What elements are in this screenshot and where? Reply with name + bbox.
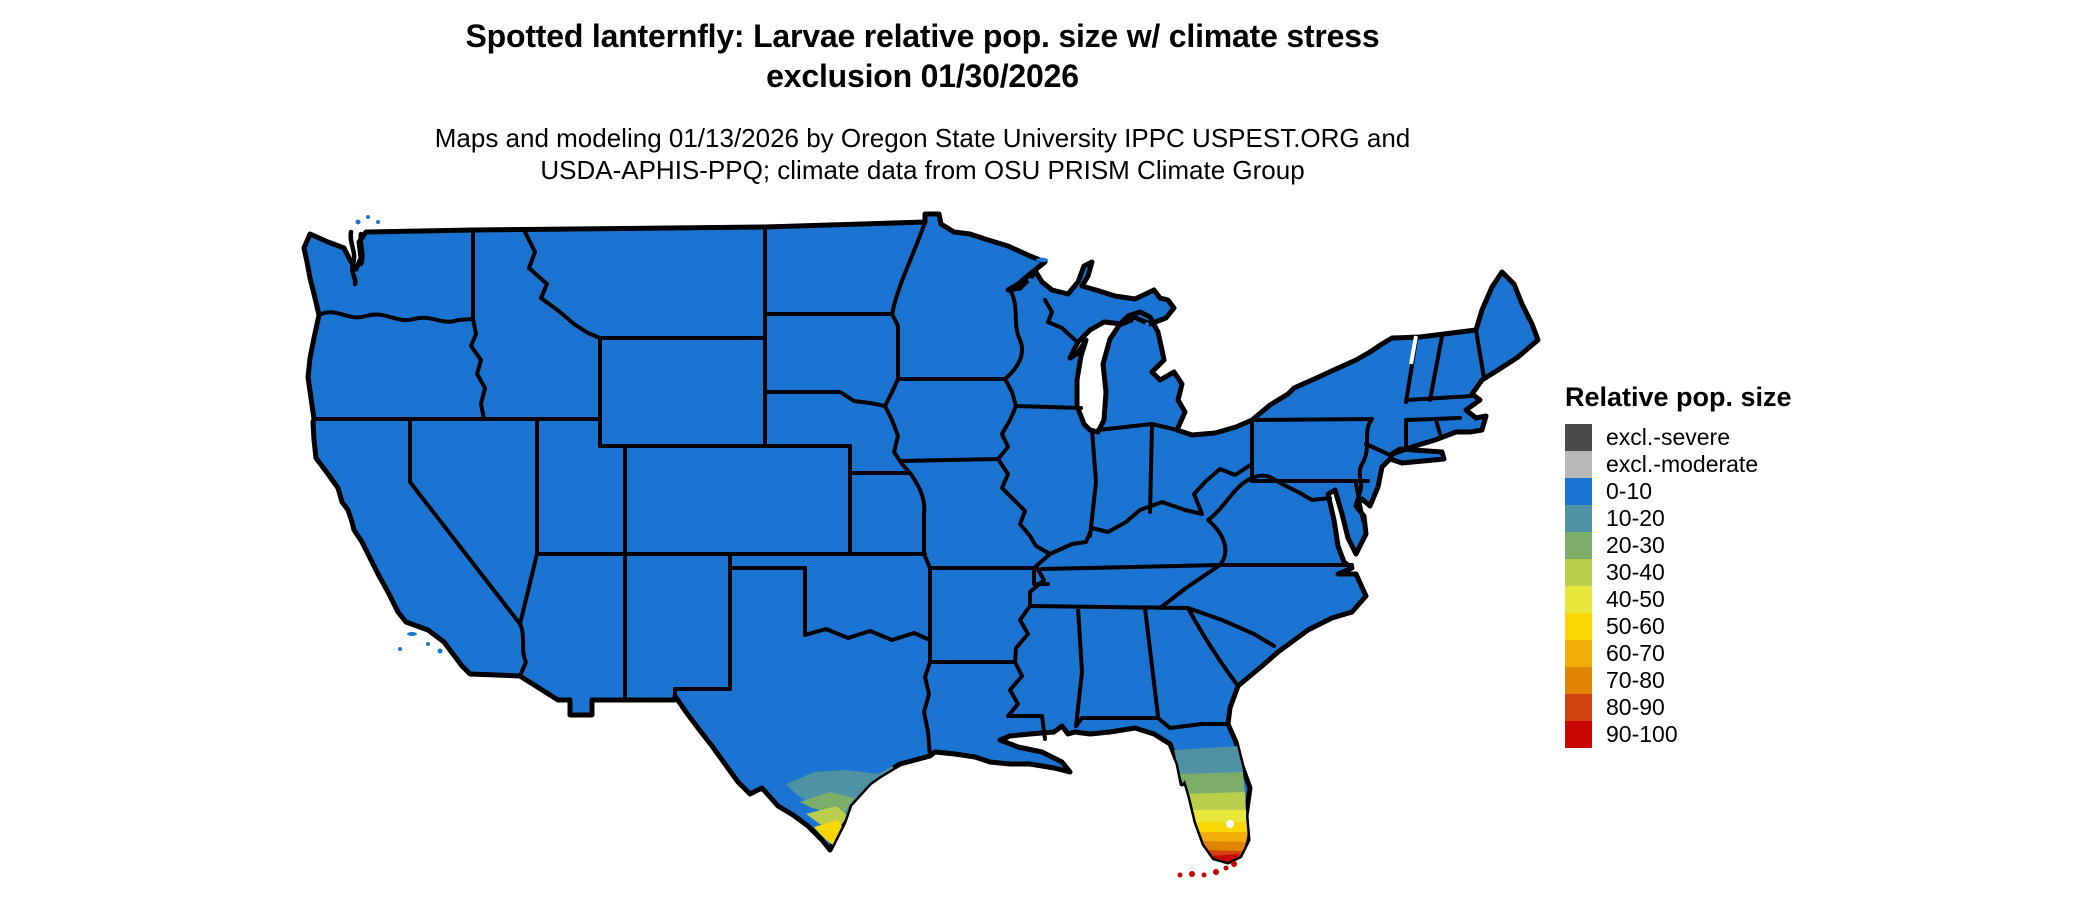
legend-row-40-50: 40-50 bbox=[1565, 586, 1895, 613]
legend-label: 80-90 bbox=[1606, 694, 1665, 720]
legend-row-30-40: 30-40 bbox=[1565, 559, 1895, 586]
figure-subtitle: Maps and modeling 01/13/2026 by Oregon S… bbox=[0, 122, 1845, 186]
legend-swatch-80-90 bbox=[1565, 694, 1592, 721]
legend-label: 20-30 bbox=[1606, 532, 1665, 558]
legend-row-20-30: 20-30 bbox=[1565, 532, 1895, 559]
florida-keys bbox=[1177, 861, 1237, 878]
legend-label: excl.-severe bbox=[1606, 424, 1730, 450]
legend-swatch-90-100 bbox=[1565, 721, 1592, 748]
subtitle-line1: Maps and modeling 01/13/2026 by Oregon S… bbox=[434, 123, 1411, 153]
lake-st-clair bbox=[1184, 400, 1190, 406]
legend-swatch-excl.-severe bbox=[1565, 424, 1592, 451]
puget-sound-detail bbox=[348, 229, 365, 287]
florida-band-10-20 bbox=[1174, 746, 1243, 776]
legend-title: Relative pop. size bbox=[1565, 382, 1792, 412]
florida-band-20-30 bbox=[1180, 772, 1245, 794]
legend-swatch-40-50 bbox=[1565, 586, 1592, 613]
florida-band-70-80 bbox=[1199, 841, 1246, 852]
legend-label: excl.-moderate bbox=[1606, 451, 1759, 477]
legend-row-60-70: 60-70 bbox=[1565, 640, 1895, 667]
legend-items: excl.-severe excl.-moderate 0-10 10-20 20-30… bbox=[1565, 424, 1895, 748]
page-title-line1: Spotted lanternfly: Larvae relative pop.… bbox=[465, 18, 1380, 54]
figure-titles: Spotted lanternfly: Larvae relative pop.… bbox=[0, 16, 1845, 186]
legend-row-80-90: 80-90 bbox=[1565, 694, 1895, 721]
offshore-islands bbox=[355, 215, 1149, 654]
legend-row-70-80: 70-80 bbox=[1565, 667, 1895, 694]
hotspot-gradient-patches bbox=[786, 746, 1248, 862]
legend-label: 70-80 bbox=[1606, 667, 1665, 693]
lake-okeechobee bbox=[1226, 820, 1234, 828]
legend-swatch-70-80 bbox=[1565, 667, 1592, 694]
legend-row-10-20: 10-20 bbox=[1565, 505, 1895, 532]
legend-swatch-excl.-moderate bbox=[1565, 451, 1592, 478]
page-title-line2: exclusion 01/30/2026 bbox=[766, 58, 1079, 94]
subtitle-line2: USDA-APHIS-PPQ; climate data from OSU PR… bbox=[540, 155, 1305, 185]
legend-swatch-30-40 bbox=[1565, 559, 1592, 586]
map-legend: Relative pop. size excl.-severe excl.-mod… bbox=[1565, 382, 1895, 748]
legend-row-excl.-moderate: excl.-moderate bbox=[1565, 451, 1895, 478]
florida-band-40-50 bbox=[1189, 810, 1247, 823]
legend-swatch-50-60 bbox=[1565, 613, 1592, 640]
legend-label: 0-10 bbox=[1606, 478, 1653, 504]
legend-label: 90-100 bbox=[1606, 721, 1678, 747]
legend-label: 10-20 bbox=[1606, 505, 1665, 531]
legend-row-0-10: 0-10 bbox=[1565, 478, 1895, 505]
legend-label: 40-50 bbox=[1606, 586, 1665, 612]
lake-champlain bbox=[1409, 335, 1418, 365]
legend-swatch-0-10 bbox=[1565, 478, 1592, 505]
florida-band-60-70 bbox=[1195, 832, 1248, 843]
legend-label: 60-70 bbox=[1606, 640, 1665, 666]
state-border-lines bbox=[312, 220, 1486, 758]
us-choropleth-map bbox=[301, 211, 1541, 878]
us-states-base-region bbox=[301, 211, 1541, 865]
legend-row-50-60: 50-60 bbox=[1565, 613, 1895, 640]
us-map-container bbox=[230, 172, 1560, 892]
legend-row-90-100: 90-100 bbox=[1565, 721, 1895, 748]
florida-band-30-40 bbox=[1185, 792, 1246, 812]
legend-swatch-20-30 bbox=[1565, 532, 1592, 559]
legend-label: 30-40 bbox=[1606, 559, 1665, 585]
legend-row-excl.-severe: excl.-severe bbox=[1565, 424, 1895, 451]
legend-swatch-60-70 bbox=[1565, 640, 1592, 667]
legend-swatch-10-20 bbox=[1565, 505, 1592, 532]
florida-band-50-60 bbox=[1192, 822, 1248, 833]
legend-label: 50-60 bbox=[1606, 613, 1665, 639]
